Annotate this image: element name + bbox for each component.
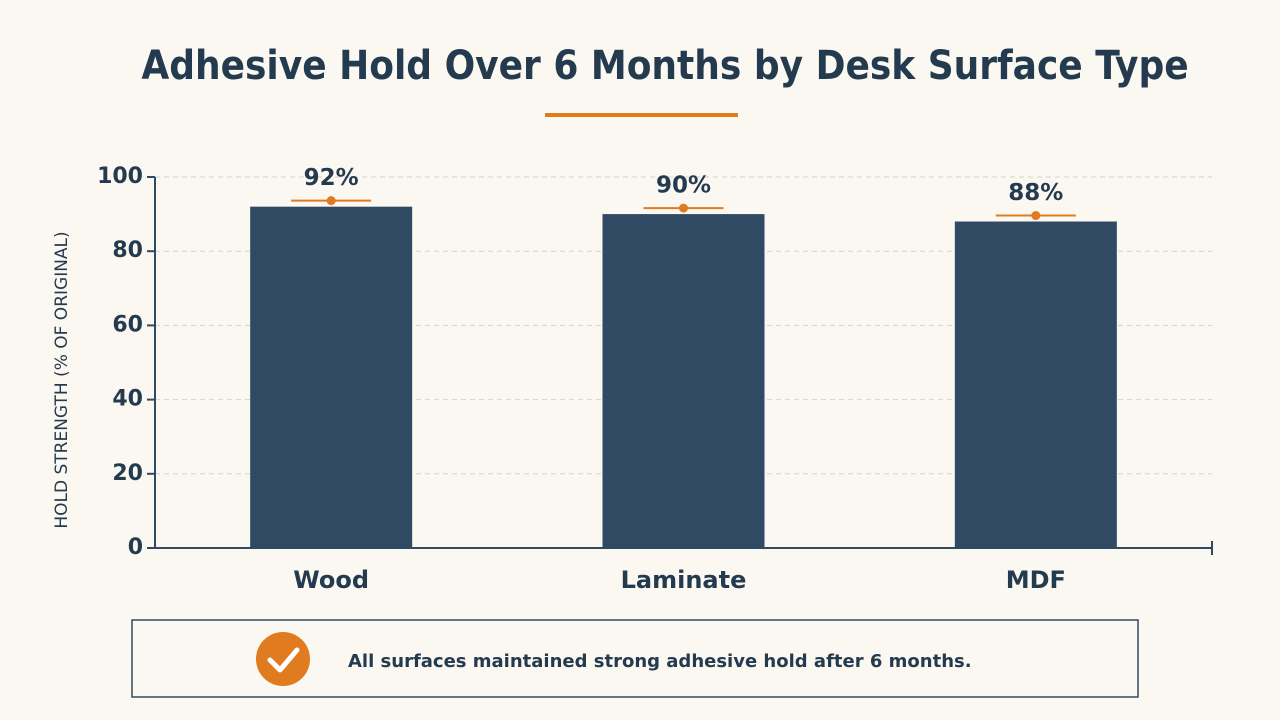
bar — [954, 221, 1117, 548]
value-label: 92% — [304, 165, 359, 191]
y-tick-label: 60 — [112, 312, 143, 337]
bar — [250, 206, 413, 548]
y-axis-label: HOLD STRENGTH (% OF ORIGINAL) — [52, 231, 72, 528]
x-tick-label: Laminate — [621, 566, 747, 594]
y-tick-label: 0 — [128, 535, 143, 560]
value-label: 88% — [1008, 180, 1063, 206]
value-marker — [1031, 211, 1041, 221]
value-label: 90% — [656, 173, 711, 199]
footnote: All surfaces maintained strong adhesive … — [348, 651, 972, 672]
title-underline — [545, 113, 738, 117]
check-icon — [256, 632, 310, 686]
y-tick-label: 80 — [112, 238, 143, 263]
y-tick-label: 40 — [112, 387, 143, 412]
chart-title: Adhesive Hold Over 6 Months by Desk Surf… — [141, 43, 1188, 89]
value-marker — [679, 203, 688, 213]
x-tick-label: Wood — [293, 566, 369, 594]
y-tick-label: 100 — [97, 164, 143, 189]
value-marker — [326, 196, 336, 206]
footnote-box — [131, 619, 1139, 698]
check-mark — [267, 647, 300, 673]
bar — [602, 214, 765, 548]
y-tick-label: 20 — [112, 461, 143, 486]
x-tick-label: MDF — [1006, 566, 1066, 594]
